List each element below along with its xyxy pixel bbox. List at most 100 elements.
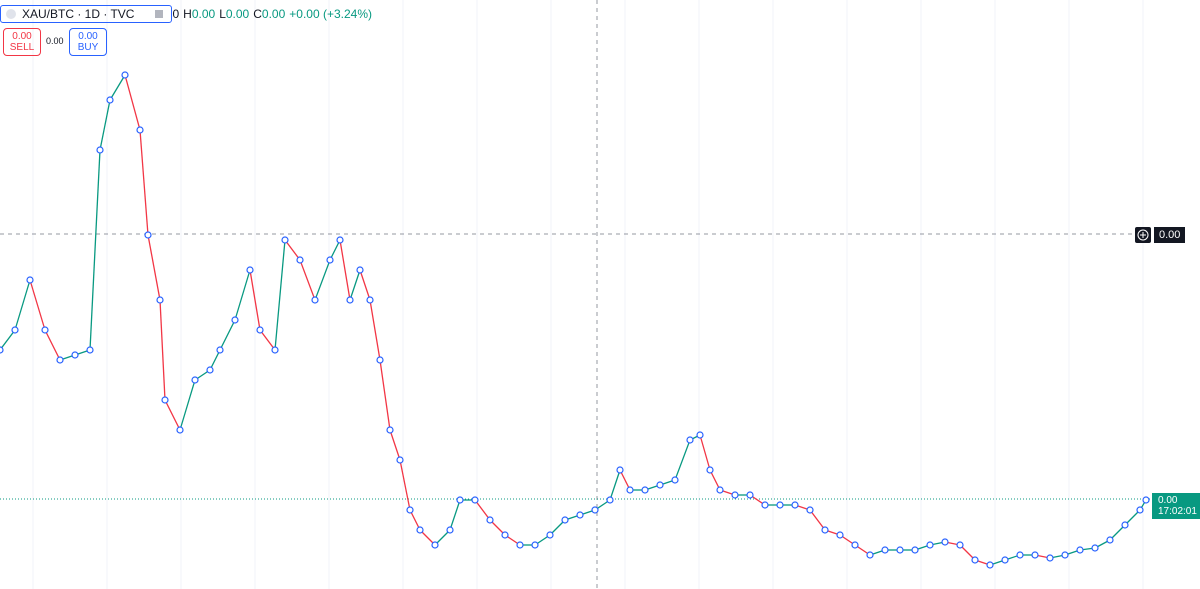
price-marker xyxy=(941,538,949,546)
price-marker xyxy=(576,511,584,519)
price-marker xyxy=(671,476,679,484)
price-marker xyxy=(1016,551,1024,559)
price-marker xyxy=(971,556,979,564)
price-marker xyxy=(56,356,64,364)
price-marker xyxy=(486,516,494,524)
price-marker xyxy=(626,486,634,494)
price-marker xyxy=(641,486,649,494)
price-marker xyxy=(106,96,114,104)
price-segment xyxy=(249,269,261,331)
symbol: XAU/BTC · 1D · TVC xyxy=(22,7,135,21)
price-segment xyxy=(0,329,16,351)
price-marker xyxy=(911,546,919,554)
price-segment xyxy=(349,269,361,301)
price-marker xyxy=(136,126,144,134)
price-marker xyxy=(686,436,694,444)
price-segment xyxy=(109,74,126,101)
price-marker xyxy=(851,541,859,549)
price-marker xyxy=(656,481,664,489)
price-marker xyxy=(446,526,454,534)
price-marker xyxy=(806,506,814,514)
price-marker xyxy=(311,296,319,304)
price-marker xyxy=(776,501,784,509)
price-marker xyxy=(1091,544,1099,552)
buy-button[interactable]: 0.00 BUY xyxy=(69,28,107,56)
price-marker xyxy=(471,496,479,504)
price-marker xyxy=(956,541,964,549)
symbol-box[interactable]: XAU/BTC · 1D · TVC xyxy=(0,5,173,23)
price-marker xyxy=(561,516,569,524)
price-marker xyxy=(271,346,279,354)
price-marker xyxy=(376,356,384,364)
price-marker xyxy=(11,326,19,334)
price-marker xyxy=(144,231,152,239)
price-marker xyxy=(326,256,334,264)
buy-label: BUY xyxy=(77,42,99,53)
price-marker xyxy=(121,71,129,79)
price-segment xyxy=(674,439,691,481)
price-marker xyxy=(516,541,524,549)
ohlc-key: L xyxy=(219,7,226,21)
price-marker xyxy=(1061,551,1069,559)
ohlc-value: 0.00 xyxy=(261,7,286,21)
price-marker xyxy=(731,491,739,499)
price-segment xyxy=(259,329,276,351)
price-marker xyxy=(1106,536,1114,544)
price-segment xyxy=(369,299,381,361)
price-marker xyxy=(761,501,769,509)
last-price: 0.00 xyxy=(1158,495,1178,506)
price-segment xyxy=(89,149,101,351)
price-segment xyxy=(379,359,391,431)
price-marker xyxy=(926,541,934,549)
price-marker xyxy=(416,526,424,534)
price-segment xyxy=(159,299,166,401)
price-marker xyxy=(716,486,724,494)
price-segment xyxy=(409,509,421,531)
flag xyxy=(155,10,164,18)
price-segment xyxy=(124,74,141,131)
price-marker xyxy=(431,541,439,549)
price-segment xyxy=(314,259,331,301)
price-marker xyxy=(1142,496,1150,504)
crosshair-tag: 0.00 xyxy=(1135,227,1186,243)
price-marker xyxy=(336,236,344,244)
price-marker xyxy=(1076,546,1084,554)
price-segment xyxy=(699,434,711,471)
spread: 0.00 xyxy=(46,36,64,46)
price-marker xyxy=(1001,556,1009,564)
sell-button[interactable]: 0.00 SELL xyxy=(3,28,41,56)
price-segment xyxy=(164,399,181,431)
price-segment xyxy=(209,349,221,371)
ohlc-key: 0 xyxy=(172,7,180,21)
price-segment xyxy=(284,239,301,261)
price-segment xyxy=(219,319,236,351)
price-segment xyxy=(29,279,46,331)
price-segment xyxy=(234,269,251,321)
price-marker xyxy=(161,396,169,404)
price-segment xyxy=(609,469,621,501)
last-price-tag: 0.00 17:02:01 xyxy=(1152,493,1200,519)
price-segment xyxy=(139,129,149,236)
plus-icon[interactable] xyxy=(1135,227,1151,243)
price-marker xyxy=(696,431,704,439)
price-segment xyxy=(474,499,491,521)
price-marker xyxy=(881,546,889,554)
price-marker xyxy=(396,456,404,464)
price-marker xyxy=(821,526,829,534)
price-marker xyxy=(281,236,289,244)
price-marker xyxy=(86,346,94,354)
price-segment xyxy=(14,279,31,331)
price-marker xyxy=(26,276,34,284)
price-segment xyxy=(709,469,721,491)
countdown: 17:02:01 xyxy=(1158,506,1197,517)
price-marker xyxy=(96,146,104,154)
price-marker xyxy=(986,561,994,569)
price-segment xyxy=(299,259,316,301)
price-segment xyxy=(147,234,161,301)
price-marker xyxy=(546,531,554,539)
price-marker xyxy=(1031,551,1039,559)
price-segment xyxy=(339,239,351,301)
sell-label: SELL xyxy=(9,42,35,53)
price-segment xyxy=(44,329,61,361)
